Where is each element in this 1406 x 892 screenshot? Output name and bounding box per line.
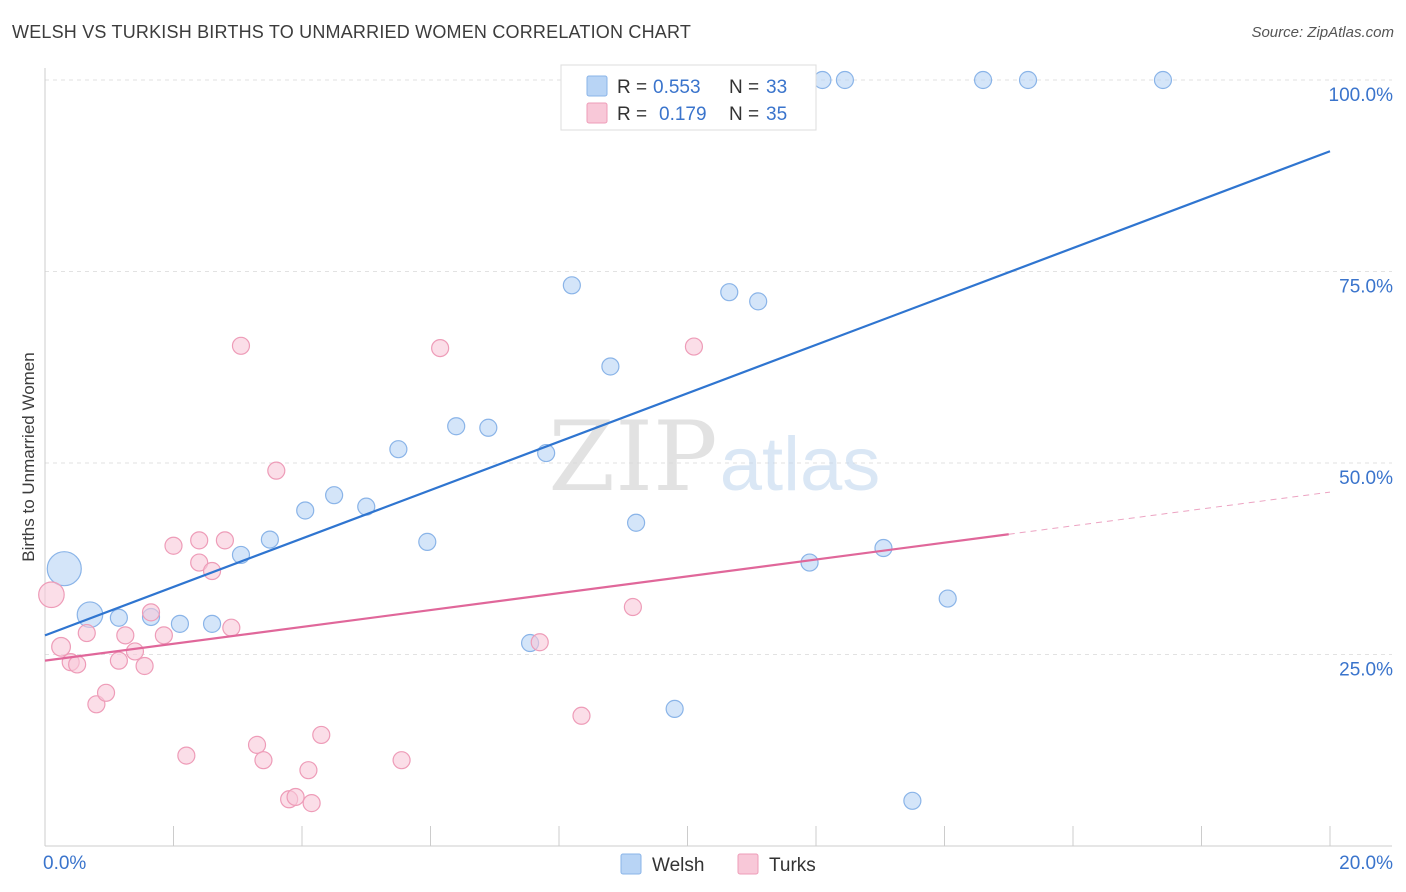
welsh-n-label: N = — [729, 77, 759, 98]
welsh-r-value: 0.553 — [653, 77, 701, 98]
turks-point — [299, 761, 318, 780]
welsh-point — [626, 513, 646, 532]
legend-turks-label[interactable]: Turks — [769, 855, 816, 876]
turks-point — [530, 633, 549, 652]
series-legend: Welsh Turks — [620, 853, 816, 876]
turks-point — [135, 656, 154, 676]
legend-welsh-label[interactable]: Welsh — [652, 855, 704, 876]
y-tick-label: 50.0% — [1339, 468, 1393, 489]
turks-point — [68, 655, 87, 674]
turks-point — [154, 626, 173, 645]
chart-title: WELSH VS TURKISH BIRTHS TO UNMARRIED WOM… — [12, 22, 692, 42]
x-tick-label-max: 20.0% — [1339, 853, 1393, 874]
turks-point — [302, 794, 321, 813]
welsh-trend-line — [44, 150, 1331, 637]
turks-r-label: R = — [617, 104, 647, 125]
welsh-point — [720, 283, 739, 302]
x-tick-label-min: 0.0% — [43, 853, 86, 874]
turks-point — [392, 751, 411, 770]
y-tick-label: 100.0% — [1329, 85, 1394, 106]
turks-point — [572, 706, 591, 725]
welsh-point — [389, 440, 408, 459]
turks-point — [286, 787, 305, 807]
welsh-point — [170, 614, 190, 633]
welsh-point — [46, 551, 82, 587]
welsh-r-label: R = — [617, 77, 647, 98]
turks-point — [231, 336, 251, 355]
turks-point — [190, 531, 209, 550]
turks-point — [202, 561, 222, 581]
welsh-point — [1153, 70, 1173, 90]
turks-n-value: 35 — [766, 104, 787, 125]
turks-point — [38, 581, 65, 609]
welsh-point — [800, 553, 819, 572]
welsh-point — [479, 418, 498, 437]
legend-welsh-swatch[interactable] — [620, 853, 642, 875]
turks-point — [267, 461, 286, 480]
turks-point — [623, 597, 642, 617]
turks-stats-swatch — [586, 102, 608, 124]
welsh-n-value: 33 — [766, 77, 787, 98]
stats-legend: R = 0.553 N = 33 R = 0.179 N = 35 — [560, 64, 817, 131]
turks-point — [177, 746, 196, 765]
watermark: ZIP atlas — [548, 401, 880, 513]
turks-point — [96, 683, 116, 702]
turks-point — [141, 603, 161, 622]
turks-point — [222, 618, 241, 637]
welsh-point — [938, 589, 957, 608]
chart-source: Source: ZipAtlas.com — [1251, 24, 1394, 41]
turks-point — [215, 531, 234, 550]
turks-point — [164, 536, 183, 555]
axes — [44, 68, 1392, 847]
welsh-stats-swatch — [586, 75, 608, 97]
welsh-point — [562, 276, 581, 295]
welsh-point — [601, 357, 620, 376]
welsh-point — [1018, 70, 1038, 90]
trend-lines — [44, 150, 1331, 662]
turks-point — [116, 626, 135, 645]
welsh-point — [418, 532, 437, 551]
welsh-point — [835, 70, 855, 90]
welsh-point — [447, 417, 466, 436]
y-axis-label: Births to Unmarried Women — [19, 352, 38, 561]
welsh-point — [749, 292, 768, 311]
turks-point — [312, 725, 331, 745]
turks-point — [51, 636, 72, 657]
turks-trend-extension — [1008, 491, 1331, 535]
turks-point — [77, 623, 96, 643]
turks-trend-line — [44, 533, 1009, 662]
welsh-point — [973, 70, 993, 90]
welsh-point — [325, 486, 344, 505]
watermark-zip: ZIP — [548, 401, 717, 513]
turks-n-label: N = — [729, 104, 759, 125]
turks-point — [431, 339, 450, 358]
welsh-point — [202, 614, 222, 633]
turks-r-value: 0.179 — [659, 104, 707, 125]
welsh-point — [260, 530, 279, 549]
tick-labels: 25.0% 50.0% 75.0% 100.0% 0.0% 20.0% — [43, 85, 1393, 874]
welsh-point — [874, 538, 893, 558]
turks-point — [190, 553, 209, 572]
y-tick-label: 25.0% — [1339, 660, 1393, 681]
turks-point — [254, 751, 273, 770]
y-tick-label: 75.0% — [1339, 277, 1393, 298]
welsh-point — [665, 699, 684, 718]
turks-point — [247, 735, 267, 754]
welsh-point — [296, 501, 315, 520]
turks-point — [109, 651, 128, 670]
welsh-point — [903, 791, 922, 810]
turks-point — [684, 337, 704, 356]
welsh-point — [109, 608, 128, 627]
watermark-atlas: atlas — [720, 422, 881, 507]
turks-point — [125, 642, 145, 661]
data-points — [38, 70, 1173, 813]
grid-lines — [45, 79, 1392, 655]
legend-turks-swatch[interactable] — [737, 853, 759, 875]
